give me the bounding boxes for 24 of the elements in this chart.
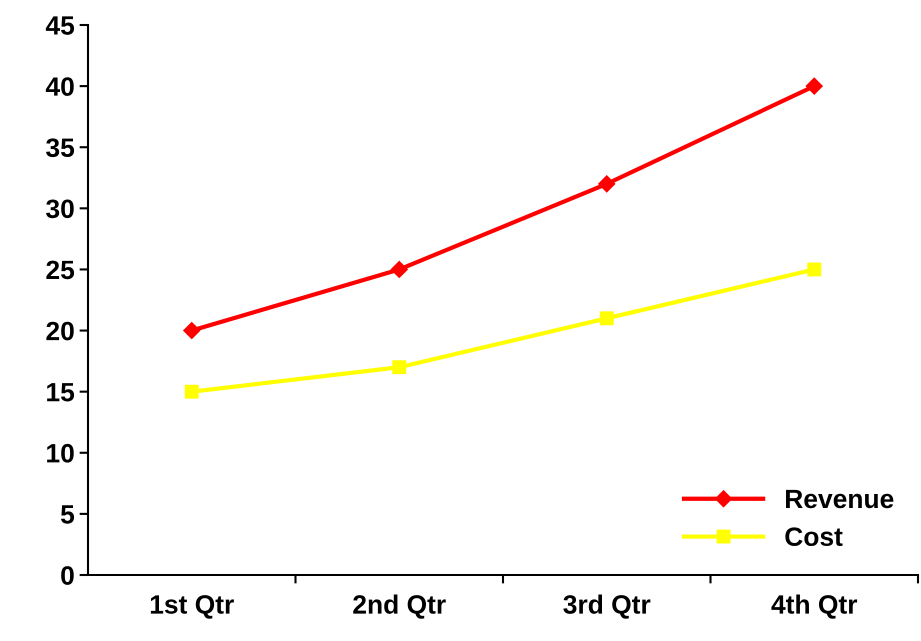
x-tick-label: 3rd Qtr (563, 594, 650, 619)
point (184, 384, 199, 399)
y-tick-label: 20 (46, 322, 74, 340)
y-tick-label: 40 (46, 77, 74, 96)
y-tick-label: 15 (47, 383, 74, 402)
legend-label: Cost (785, 527, 843, 546)
point (392, 360, 406, 374)
x-tick-label: 1st Qtr (150, 595, 234, 619)
x-tick-label: 4th Qtr (771, 594, 858, 619)
y-tick-label: 0 (61, 566, 74, 585)
point (806, 78, 823, 95)
y-tick-label: 35 (46, 138, 74, 158)
y-tick-label: 30 (46, 199, 74, 218)
y-tick-label: 10 (47, 444, 74, 463)
y-tick-label: 45 (46, 16, 74, 35)
y-tick-label: 5 (60, 505, 74, 524)
point (600, 311, 614, 326)
point (390, 260, 408, 278)
point (183, 322, 200, 340)
x-tick-label: 2nd Qtr (353, 594, 446, 619)
legend-label: Revenue (786, 490, 894, 508)
y-tick-label: 25 (46, 260, 74, 280)
point (598, 175, 616, 192)
point (807, 262, 822, 276)
